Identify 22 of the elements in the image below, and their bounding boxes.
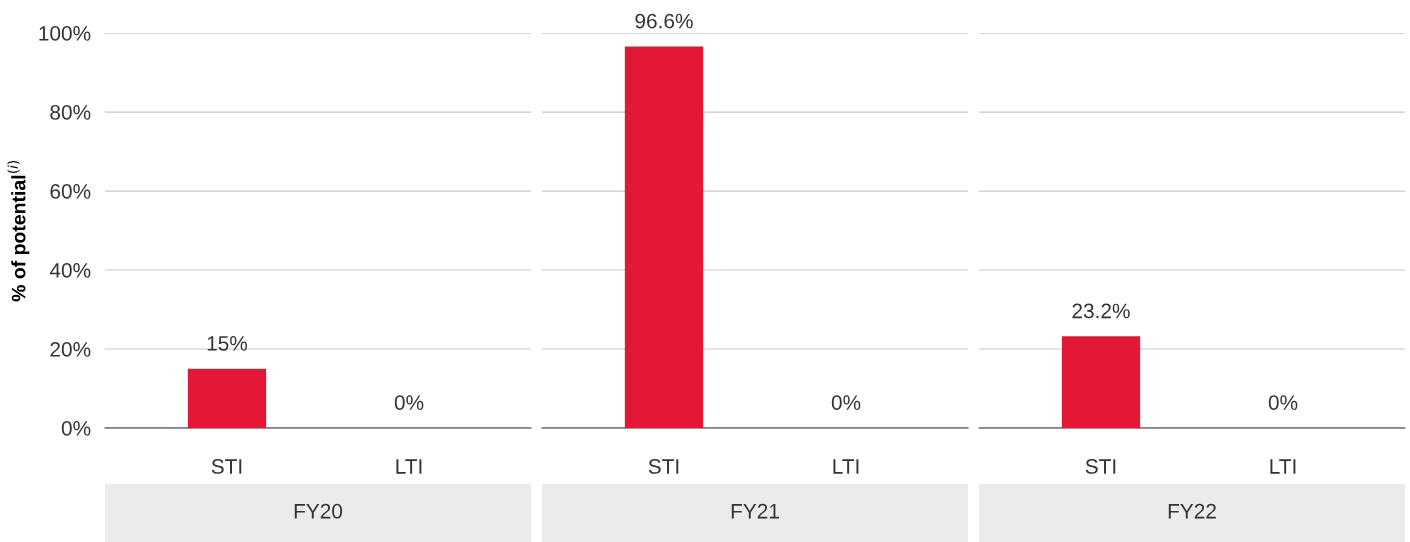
y-tick-label: 40%: [49, 263, 91, 278]
x-tick-label: LTI: [833, 459, 859, 474]
y-tick-label: 80%: [50, 105, 91, 120]
text: FY22: [1168, 503, 1216, 519]
data-label: 0%: [1268, 395, 1298, 410]
data-label: 0%: [394, 395, 424, 410]
x-tick-label: LTI: [1270, 459, 1296, 474]
y-tick-label: 60%: [50, 184, 91, 199]
data-label: 0%: [831, 395, 861, 410]
text: FY21: [731, 503, 779, 519]
text: FY20: [294, 503, 343, 519]
x-tick-label: STI: [1085, 459, 1116, 474]
y-tick-label: 100%: [39, 26, 91, 41]
x-tick-label: STI: [648, 459, 679, 474]
data-label: 96.6%: [635, 13, 693, 29]
y-tick-label: 0%: [61, 421, 91, 436]
data-label: 15%: [207, 336, 248, 351]
data-label: 23.2%: [1072, 303, 1130, 319]
x-tick-label: STI: [211, 459, 242, 474]
x-tick-label: LTI: [396, 459, 422, 474]
y-tick-label: 20%: [50, 342, 91, 357]
y-axis-title: % of potential$^{(i)}$: [7, 160, 30, 302]
